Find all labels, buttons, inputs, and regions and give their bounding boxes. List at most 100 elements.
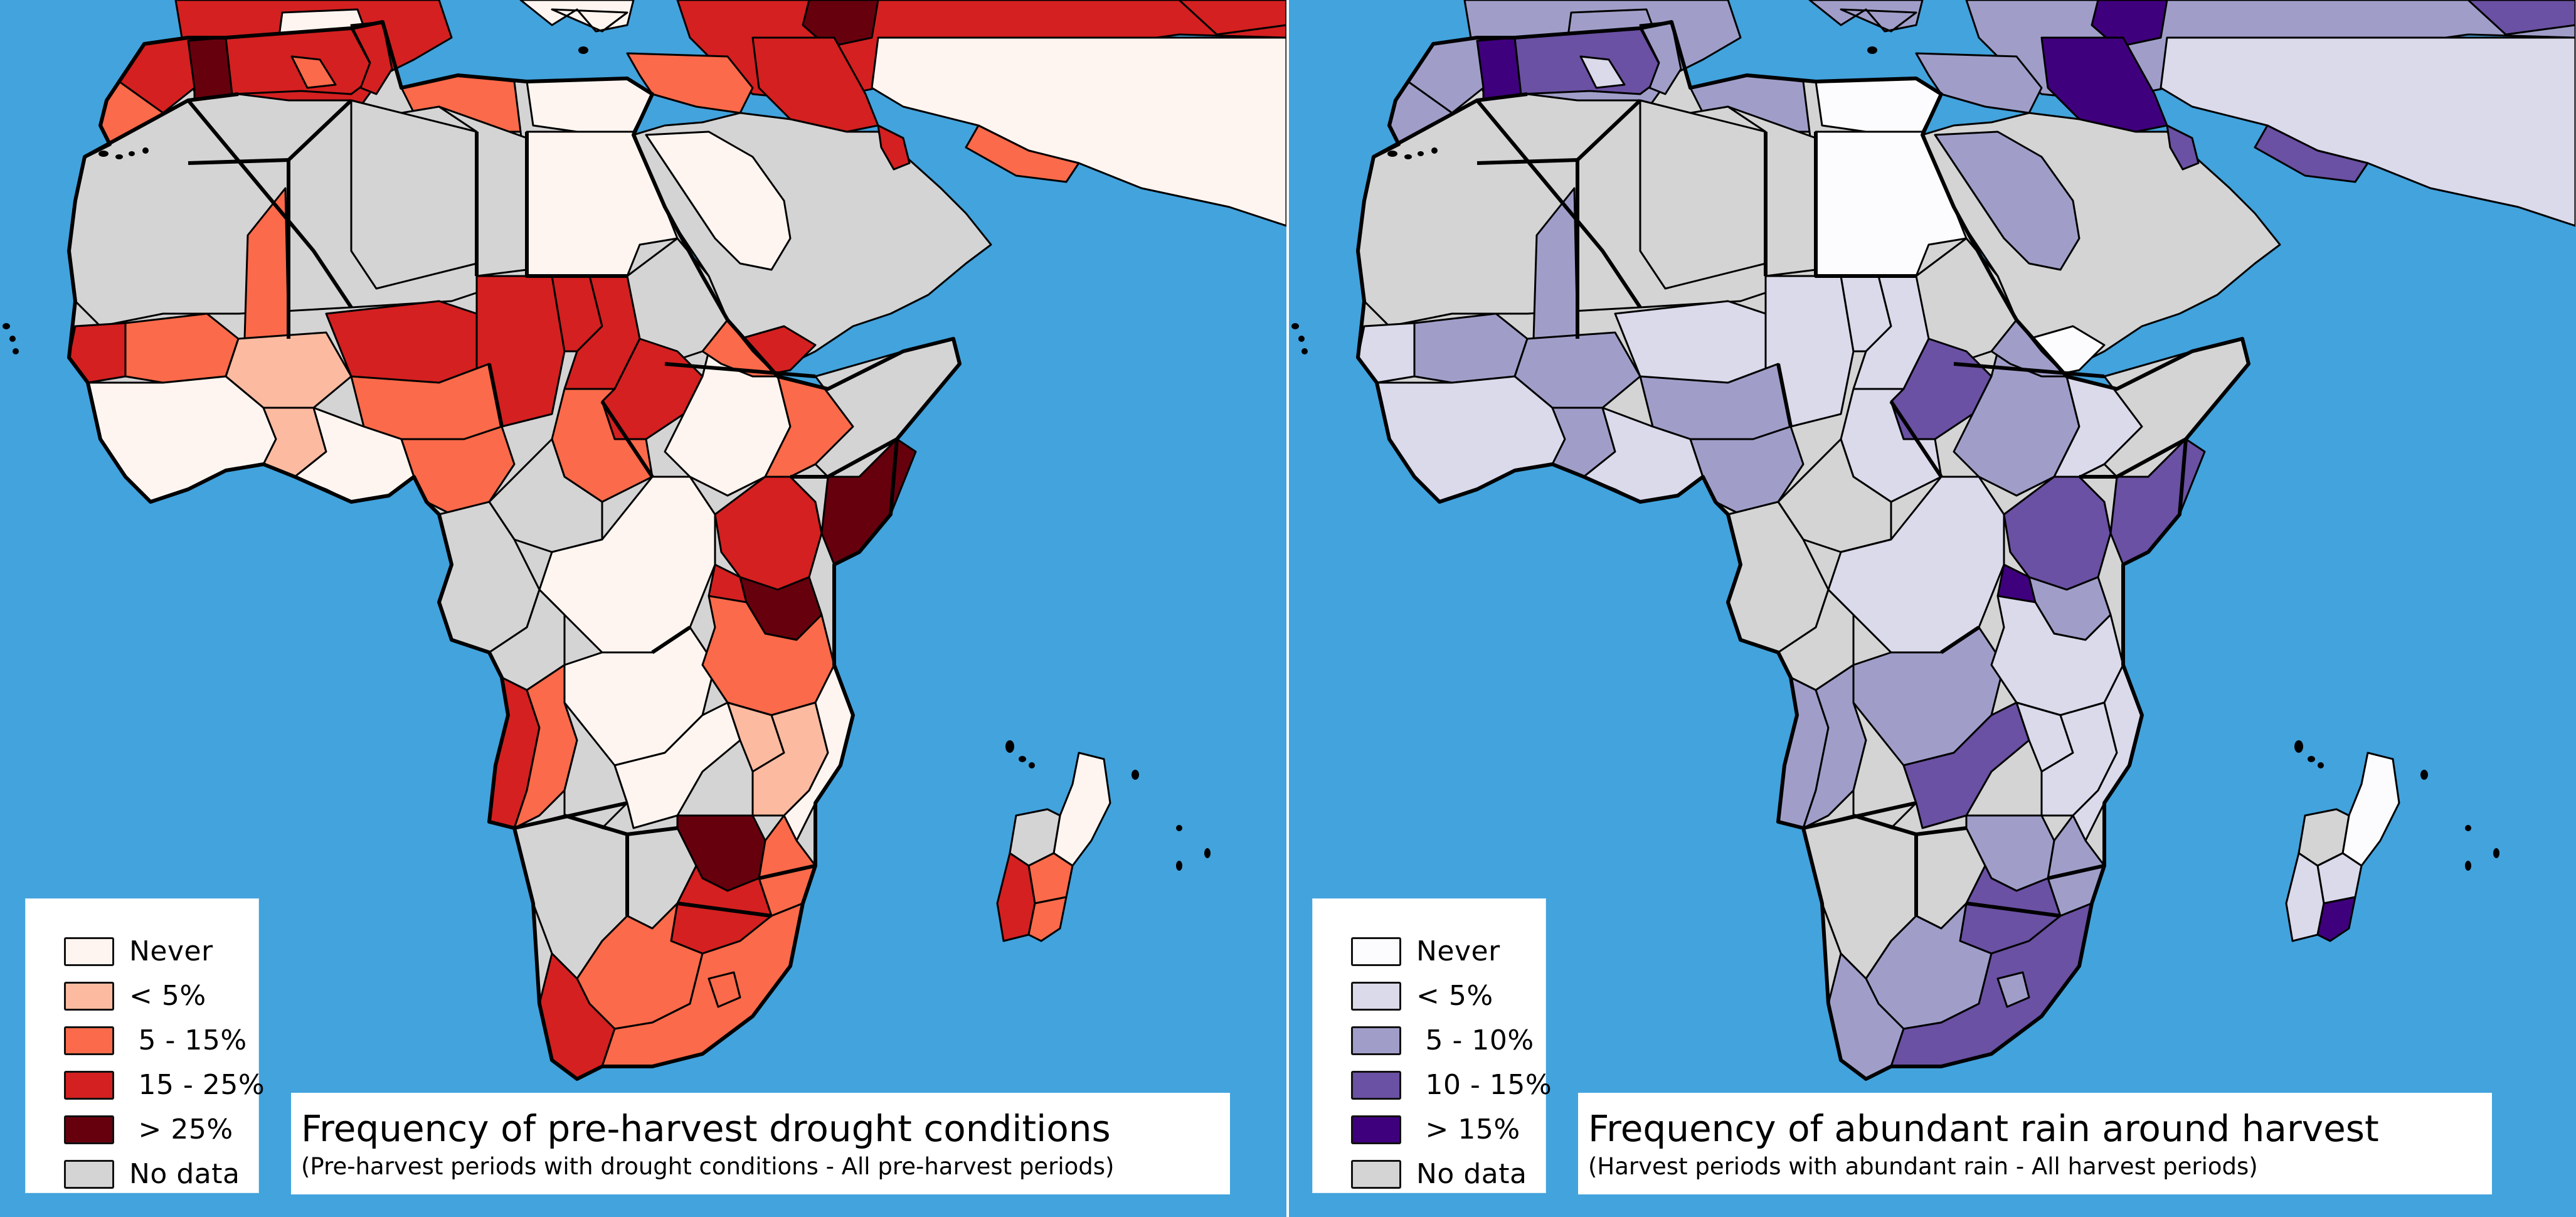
legend-item-no-data: No data <box>1351 1152 1545 1196</box>
legend-label: 15 - 25% <box>129 1069 265 1101</box>
legend-item-5-15: 5 - 15% <box>64 1018 258 1063</box>
legend-item-never: Never <box>1351 929 1545 974</box>
country-border <box>1814 132 1916 278</box>
island <box>129 151 135 156</box>
region-madagascar-north <box>2341 752 2400 867</box>
legend-label: > 25% <box>129 1113 233 1145</box>
map-subtitle: (Harvest periods with abundant rain - Al… <box>1588 1153 2258 1180</box>
legend-swatch <box>1351 1159 1401 1189</box>
island <box>2493 848 2499 858</box>
country-border <box>1776 363 1793 427</box>
country-border <box>758 864 816 880</box>
legend-item-lt5: < 5% <box>1351 974 1545 1018</box>
country-border <box>1889 400 1943 478</box>
island <box>1404 154 1412 159</box>
region-madagascar-south <box>1027 896 1068 942</box>
rain-legend: Never < 5% 5 - 10% 10 - 15% > 15% No dat… <box>1312 898 1552 1196</box>
legend-label: Never <box>1416 935 1500 967</box>
island <box>2294 740 2303 753</box>
country-border <box>1940 625 1980 654</box>
legend-swatch <box>64 1115 114 1144</box>
region-libya <box>438 105 528 277</box>
island <box>98 151 109 157</box>
country-border <box>664 362 816 378</box>
country-border <box>1576 98 1642 162</box>
country-border <box>651 625 691 654</box>
island <box>115 154 123 159</box>
island <box>3 323 10 329</box>
country-border <box>186 99 353 309</box>
island <box>1204 848 1211 858</box>
region-morocco-east <box>1476 36 1522 102</box>
region-italy-sicily <box>1808 0 1924 33</box>
region-car <box>1777 438 1892 553</box>
legend-item-5-10: 5 - 10% <box>1351 1018 1545 1063</box>
region-egypt-delta <box>1815 77 1943 133</box>
legend-item-lt5: < 5% <box>64 974 258 1018</box>
region-turkey-east <box>2091 0 2168 48</box>
drought-choropleth-map <box>3 0 1286 1081</box>
region-iran-south <box>2254 124 2369 183</box>
island <box>2420 770 2428 780</box>
map-title: Frequency of pre-harvest drought conditi… <box>301 1107 1111 1150</box>
legend-item-no-data: No data <box>64 1152 258 1196</box>
legend-label: 10 - 15% <box>1416 1069 1552 1101</box>
legend-item-10-15: 10 - 15% <box>1351 1063 1552 1107</box>
region-kenya-east <box>2078 463 2118 534</box>
rain-title-box: Frequency of abundant rain around harves… <box>1578 1093 2492 1194</box>
drought-title-box: Frequency of pre-harvest drought conditi… <box>291 1093 1230 1194</box>
region-west-africa-coast <box>1375 375 1566 503</box>
island <box>1005 740 1014 753</box>
country-border <box>790 437 898 479</box>
island <box>1176 861 1182 871</box>
region-lesotho <box>708 971 741 1008</box>
panel-divider <box>1286 0 1289 1217</box>
legend-label: 5 - 10% <box>1416 1024 1534 1056</box>
region-uganda-kenya <box>2003 476 2112 591</box>
country-border <box>1476 158 1579 339</box>
country-border <box>1953 362 2105 378</box>
region-caucasus <box>1178 0 1286 36</box>
legend-swatch <box>1351 1026 1401 1055</box>
country-border <box>188 158 290 339</box>
island <box>1291 323 1299 329</box>
country-border <box>514 801 628 830</box>
island <box>2308 756 2315 762</box>
island <box>9 336 16 342</box>
country-border <box>1803 801 1917 830</box>
legend-label: < 5% <box>1416 980 1493 1012</box>
coastline <box>1356 20 2250 1081</box>
island <box>1029 762 1035 768</box>
region-madagascar-south <box>2316 896 2356 942</box>
region-morocco-east <box>187 36 233 102</box>
region-oman-tip <box>2166 124 2200 171</box>
legend-swatch <box>1351 981 1401 1011</box>
island <box>1301 348 1308 354</box>
drought-legend: Never < 5% 5 - 15% 15 - 25% > 25% No dat… <box>25 898 265 1196</box>
region-iraq <box>2040 36 2168 133</box>
island <box>1019 756 1026 762</box>
region-arabia-west <box>1934 130 2080 271</box>
country-border <box>487 363 504 427</box>
island <box>142 147 149 154</box>
region-italy-sicily <box>519 0 635 33</box>
region-lesotho <box>1996 971 2030 1008</box>
region-levant <box>626 52 754 114</box>
region-zambia <box>613 701 741 829</box>
country-border <box>677 901 772 918</box>
region-iran-south <box>965 124 1080 183</box>
region-oman-tip <box>877 124 911 171</box>
legend-swatch <box>1351 1070 1401 1100</box>
region-algeria-coast-pocket <box>290 55 337 89</box>
legend-swatch <box>64 1159 114 1189</box>
map-title: Frequency of abundant rain around harves… <box>1588 1107 2379 1150</box>
region-angola-interior <box>1802 664 1867 829</box>
island <box>2465 825 2471 831</box>
region-zambia <box>1902 701 2030 829</box>
map-subtitle: (Pre-harvest periods with drought condit… <box>301 1153 1115 1180</box>
legend-swatch <box>1351 1115 1401 1144</box>
legend-swatch <box>64 1070 114 1100</box>
country-border <box>2079 437 2187 479</box>
legend-swatch <box>1351 937 1401 966</box>
region-kenya-east <box>789 463 829 534</box>
